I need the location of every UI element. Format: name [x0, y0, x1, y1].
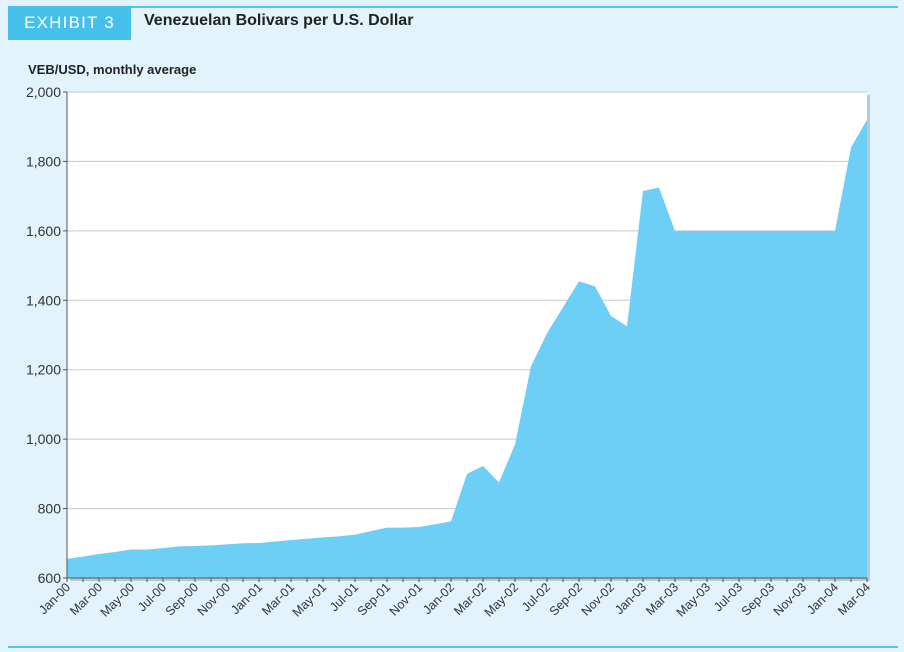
y-tick-label: 1,400: [26, 292, 61, 308]
area-series-veb-usd: [67, 119, 867, 579]
x-tick-label: May-02: [482, 580, 521, 619]
x-tick-label: Jan-02: [420, 580, 457, 617]
y-tick-label: 800: [38, 501, 62, 517]
y-tick-label: 1,600: [26, 223, 61, 239]
x-tick-label: Nov-00: [195, 580, 233, 618]
bottom-rule: [8, 646, 898, 648]
x-tick-label: Sep-03: [739, 580, 777, 618]
x-tick-label: Nov-03: [771, 580, 809, 618]
y-tick-label: 1,800: [26, 153, 61, 169]
x-tick-label: Sep-02: [547, 580, 585, 618]
x-tick-label: May-03: [674, 580, 713, 619]
exhibit-tag: EXHIBIT 3: [8, 6, 131, 40]
x-tick-label: Nov-01: [387, 580, 425, 618]
x-tick-label: May-01: [290, 580, 329, 619]
y-tick-label: 1,200: [26, 362, 61, 378]
exhibit-title: Venezuelan Bolivars per U.S. Dollar: [144, 12, 414, 29]
x-tick-label: Jan-01: [228, 580, 265, 617]
y-tick-label: 1,000: [26, 431, 61, 447]
x-tick-label: Nov-02: [579, 580, 617, 618]
x-tick-label: Jan-03: [612, 580, 649, 617]
y-tick-label: 600: [38, 570, 62, 586]
x-tick-label: Mar-04: [835, 580, 873, 618]
top-rule: [8, 6, 898, 8]
x-tick-label: Sep-00: [163, 580, 201, 618]
y-tick-label: 2,000: [26, 84, 61, 100]
x-tick-label: Sep-01: [355, 580, 393, 618]
x-tick-label: Jan-04: [804, 580, 841, 617]
y-axis-units-label: VEB/USD, monthly average: [28, 62, 197, 77]
x-tick-label: May-00: [98, 580, 137, 619]
